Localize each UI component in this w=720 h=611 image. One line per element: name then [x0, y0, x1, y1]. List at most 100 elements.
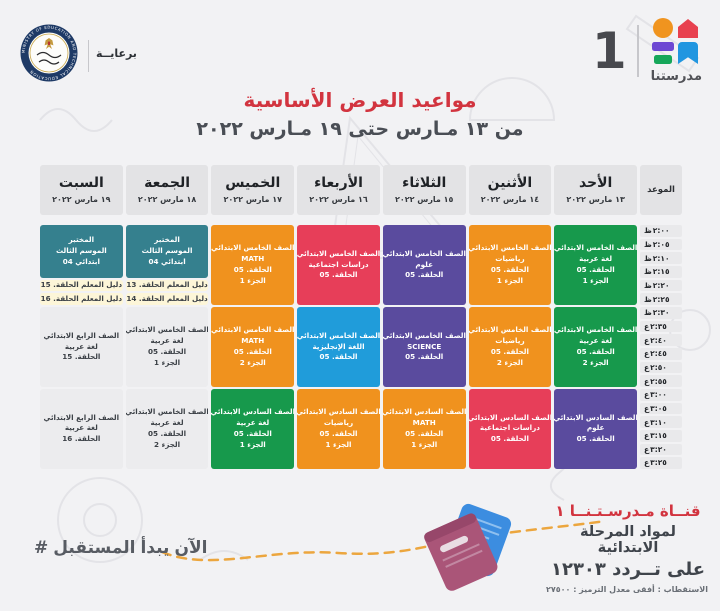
schedule-block: الصف الخامس الابتدائي MATH الحلقة. 05 الجزء… [211, 225, 295, 305]
block-line: الحلقة. 15 [62, 352, 101, 362]
block-line: الصف الخامس الابتدائي [125, 325, 209, 335]
time-value: ٣:٢٠ [650, 444, 667, 454]
block-line: الصف الخامس الابتدائي [382, 330, 466, 340]
block-line: علوم [415, 259, 434, 269]
block-line: الموسم الثالث [55, 245, 107, 255]
time-period: ع [644, 390, 650, 400]
day-name: الأحد [578, 175, 613, 192]
dashed-line-art [160, 519, 608, 562]
block-line: دراسات اجتماعية [479, 423, 540, 433]
time-period: ع [644, 403, 650, 413]
schedule-block: الصف السادس الابتدائي MATH الحلقة. 05 الجزء… [382, 388, 466, 469]
time-value: ٢:٤٥ [650, 349, 667, 359]
schedule-block: الصف الخامس الابتدائي لغة عربية الحلقة. 05… [125, 306, 209, 387]
time-value: ٢:٣٠ [652, 308, 670, 318]
hashtag-word: # [34, 538, 49, 558]
patronage-label: برعايــة [96, 47, 137, 60]
day-date: ١٦ مارس ٢٠٢٢ [309, 194, 368, 204]
block-line: الحلقة. 05 [319, 352, 358, 362]
block-line: الحلقة. 05 [233, 264, 272, 274]
block-line: الحلقة. 05 [405, 428, 444, 438]
ministry-seal-logo: MINISTRY OF EDUCATION AND TECHNICAL EDUC… [20, 24, 78, 82]
block-line: الصف السادس الابتدائي [382, 407, 466, 417]
schedule-block: الصف الخامس الابتدائي MATH الحلقة. 05 الجزء… [211, 306, 295, 387]
block-line: الحلقة. 05 [319, 270, 358, 280]
day-date: ١٨ مارس ٢٠٢٢ [137, 194, 197, 204]
schedule-block: الصف الخامس الابتدائي دراسات اجتماعية الحل… [297, 225, 380, 305]
block-line: دليل المعلم الحلقة. 15 [40, 280, 123, 290]
day-body: الصف الخامس الابتدائي لغة عربية الحلقة. 05… [554, 225, 637, 469]
day-column: الثلاثاء ١٥ مارس ٢٠٢٢ الصف الخامس الابتدائ… [382, 165, 466, 469]
block-line: الصف السادس الابتدائي [297, 407, 380, 417]
time-period: ع [644, 335, 650, 345]
brand-logo: 1 مدرستنا [592, 18, 702, 84]
day-name: الخميس [225, 175, 281, 192]
day-header: الجمعة ١٨ مارس ٢٠٢٢ [125, 165, 209, 215]
time-cell: ع ٢:٤٠ [640, 334, 682, 346]
block-line: الجزء 1 [239, 439, 266, 449]
day-column: الأربعاء ١٦ مارس ٢٠٢٢ الصف الخامس الابتدائ… [297, 165, 380, 469]
block-line: الحلقة. 16 [62, 434, 101, 444]
block-line: لغة عربية [150, 418, 184, 428]
block-line: الصف الخامس الابتدائي [211, 325, 295, 335]
time-value: ٢:٠٥ [652, 239, 670, 249]
day-name: الأثنين [487, 175, 533, 192]
schedule-block: الصف السادس الابتدائي دراسات اجتماعية الحل… [468, 388, 552, 469]
block-line: الحلقة. 05 [233, 428, 272, 438]
time-value: ٢:٠٠ [652, 226, 670, 236]
time-period: ظ [644, 253, 652, 263]
block-line: الصف الخامس الابتدائي [125, 407, 209, 417]
time-period: ع [644, 458, 650, 468]
block-line: ابتدائي 04 [148, 256, 186, 266]
brand-name: مدرستنا [650, 69, 702, 84]
block-line: الجزء 1 [496, 275, 523, 285]
day-column: الأحد ١٣ مارس ٢٠٢٢ الصف الخامس الابتدائي لغ… [554, 165, 637, 469]
channel-info: قنــاة مـدرسـتـنــا ١ لمواد المرحلة الاب… [546, 502, 708, 594]
block-line: اللغة الإنجليزية [312, 341, 365, 351]
block-line: الموسم الثالث [141, 245, 193, 255]
time-value: ٢:٥٠ [650, 362, 667, 372]
time-cell: ظ ٢:٢٠ [640, 279, 682, 292]
block-line: لغة عربية [64, 341, 98, 351]
day-name: السبت [58, 175, 104, 192]
time-body: ظ ٢:٠٠ ظ ٢:٠٥ ظ ٢:١٠ ظ ٢:١٥ ظ ٢:٢٠ ظ ٢:٢٥ ظ ٢:٣٠ ع ٢:٣٥… [640, 225, 682, 469]
day-name: الأربعاء [314, 175, 363, 192]
logo-purple-bar [652, 42, 675, 51]
logo-green-bar [654, 55, 673, 64]
channel-number: 1 [591, 22, 627, 80]
seal-calligraphy [36, 51, 62, 65]
logo-bookmark-shape [678, 42, 699, 64]
schedule-block: المختبر الموسم الثالث ابتدائي 04 [39, 225, 123, 278]
block-line: دليل المعلم الحلقة. 13 [126, 280, 208, 290]
block-line: MATH [241, 336, 265, 346]
block-line: الجزء 2 [154, 439, 181, 449]
block-line: لغة عربية [236, 418, 270, 428]
time-value: ٣:١٥ [650, 431, 667, 441]
time-period: ع [644, 321, 650, 331]
block-line: لغة عربية [579, 254, 613, 264]
time-cell: ظ ٢:٠٥ [640, 238, 682, 251]
time-cell: ع ٣:١٠ [640, 416, 682, 428]
day-header: الثلاثاء ١٥ مارس ٢٠٢٢ [382, 165, 466, 215]
block-line: الجزء 1 [239, 275, 266, 285]
block-line: رياضيات [495, 336, 525, 346]
time-period: ع [644, 431, 650, 441]
block-line: الحلقة. 05 [576, 346, 615, 356]
time-period: ع [644, 349, 650, 359]
block-line: علوم [586, 423, 605, 433]
channel-frequency-line: على تــردد ١٢٣٠٣ [550, 559, 706, 580]
time-cell: ظ ٢:٣٠ [640, 306, 682, 319]
time-value: ٣:١٠ [650, 417, 667, 427]
teacher-guide-row: دليل المعلم الحلقة. 16 [39, 293, 123, 305]
schedule-table: الموعد ظ ٢:٠٠ ظ ٢:٠٥ ظ ٢:١٠ ظ ٢:١٥ ظ ٢:٢٠ ظ ٢:٢٥ ظ ٢:٣… [39, 165, 682, 469]
hashtag-word: المستقبل [53, 538, 136, 558]
time-cell: ع ٣:٢٠ [640, 443, 682, 456]
block-line: الحلقة. 05 [233, 346, 272, 356]
day-column: الأثنين ١٤ مارس ٢٠٢٢ الصف الخامس الابتدائي… [468, 165, 552, 469]
block-line: لغة عربية [64, 423, 98, 433]
block-line: الصف الخامس الابتدائي [554, 243, 637, 253]
hashtag-text: # المستقبل يبدأ الآن [34, 538, 207, 558]
block-line: الصف الخامس الابتدائي [468, 243, 552, 253]
time-value: ٢:٥٥ [650, 376, 667, 386]
day-column: الجمعة ١٨ مارس ٢٠٢٢ المختبر الموسم الثالث اب… [125, 165, 209, 469]
